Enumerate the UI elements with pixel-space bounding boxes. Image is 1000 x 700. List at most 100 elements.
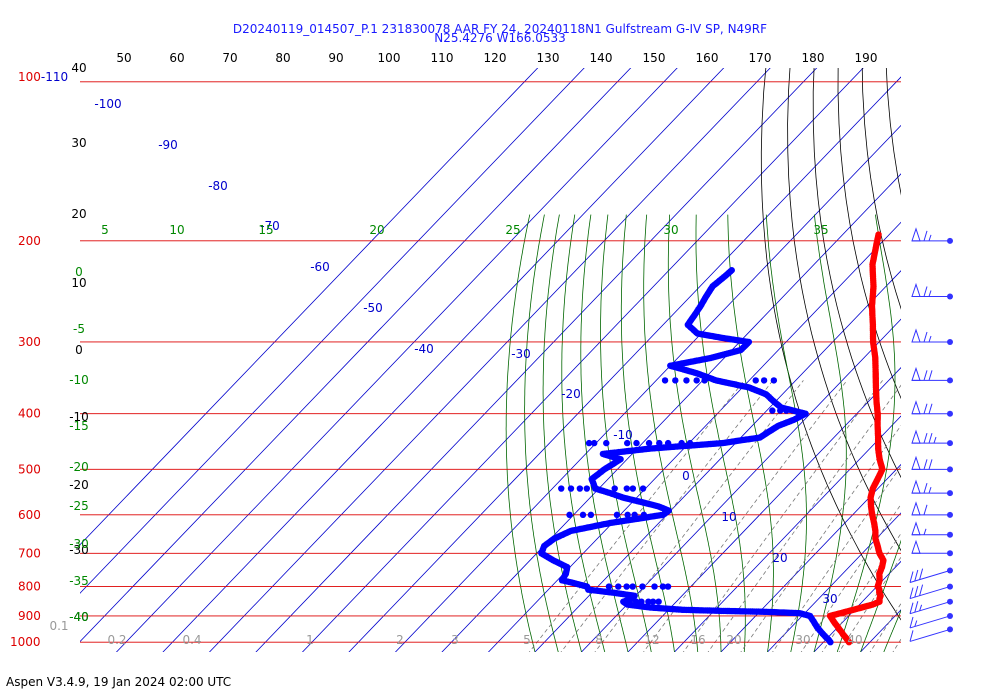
wind-barb-feather [923, 230, 928, 242]
moist-adiabat-left-label: -5 [73, 322, 85, 336]
wind-barb-flag [911, 227, 921, 242]
wind-barb-flag [911, 366, 921, 381]
mixing-ratio-line [643, 380, 848, 652]
dewpoint-point [645, 439, 653, 447]
wind-barb-feather [919, 584, 924, 596]
pressure-label: 400 [18, 407, 41, 421]
dewpoint-point [655, 598, 662, 605]
mixing-ratio-line [740, 424, 901, 652]
wind-barb-feather [914, 585, 919, 598]
dewpoint-point [664, 583, 672, 590]
dewpoint-point [567, 485, 575, 492]
wind-barb [911, 455, 953, 473]
wind-barb [911, 539, 953, 557]
isotherm-line [115, 68, 678, 652]
isotherm-line [487, 221, 901, 652]
wind-barb [911, 501, 953, 518]
wind-barb-feather [923, 286, 928, 297]
dewpoint-point [613, 511, 621, 519]
wind-barb [911, 400, 953, 417]
pressure-label: 900 [18, 609, 41, 623]
chart-title: D20240119_014507_P.1 231830078 AAR FY 24… [232, 22, 768, 36]
wind-barb-feather [909, 616, 914, 629]
dewpoint-point [576, 485, 584, 492]
dewpoint-point [645, 598, 652, 605]
wind-barb [911, 366, 953, 384]
dewpoint-point [661, 377, 669, 384]
isotherm-label: -40 [414, 342, 434, 356]
dewpoint-point [623, 583, 630, 590]
mixing-ratio-label: 1 [306, 633, 314, 647]
wind-barb-feather [928, 370, 933, 381]
dewpoint-point [629, 485, 637, 492]
wind-barb-feather [928, 459, 933, 470]
isotherm-line [534, 270, 901, 652]
dewpoint-point [605, 583, 613, 590]
isotherm-line [208, 68, 771, 652]
mixing-ratio-label: 8 [595, 633, 603, 647]
mixing-ratio-line [707, 384, 901, 652]
dewpoint-point [566, 511, 573, 519]
dewpoint-point [629, 583, 636, 590]
dewpoint-point [777, 407, 784, 414]
moist-adiabat-line [883, 609, 901, 652]
wind-barb-half-feather [923, 528, 927, 535]
isotherm-line [301, 68, 864, 652]
wind-barb [911, 227, 953, 244]
isotherm-line [348, 76, 901, 652]
wind-barb-flag [911, 400, 921, 415]
theta-label: 180 [802, 51, 825, 65]
moist-adiabat-left-label: -25 [69, 499, 89, 513]
moist-adiabat-left-label: -20 [69, 460, 89, 474]
isotherm-line [255, 68, 818, 652]
wind-barb-half-feather [928, 234, 932, 242]
left-temperature-label: -20 [69, 478, 89, 492]
wind-barb [909, 626, 953, 642]
wind-barb-feather [909, 602, 914, 614]
wind-barb-flag [911, 479, 921, 494]
theta-label: 160 [696, 51, 719, 65]
dewpoint-point [651, 583, 658, 590]
isotherm-label: -80 [208, 179, 228, 193]
mixing-ratio-label: 3 [451, 633, 459, 647]
pressure-label: 500 [18, 462, 41, 476]
wind-barb [911, 328, 953, 345]
pressure-label: 100-110 [18, 70, 68, 84]
sounding-profiles [538, 231, 887, 646]
mixing-ratio-label: 12 [644, 633, 659, 647]
mixing-ratio-label: 5 [523, 633, 531, 647]
mixing-ratio-label: 16 [690, 633, 705, 647]
isotherm-line [162, 68, 725, 652]
theta-label: 150 [643, 51, 666, 65]
moist-adiabat-line [667, 214, 722, 652]
wind-barb-flag [911, 539, 921, 554]
chart-grid-lines [80, 42, 1000, 666]
dry-adiabat-line [861, 68, 901, 310]
theta-label: 130 [537, 51, 560, 65]
pressure-label: 600 [18, 508, 41, 522]
dry-adiabat-line [812, 68, 901, 479]
theta-label: 140 [590, 51, 613, 65]
isotherm-label: -70 [260, 219, 280, 233]
moist-adiabat-left-label: 0 [75, 265, 83, 279]
moist-adiabat-line [907, 215, 1000, 652]
wind-barb-flag [911, 521, 921, 536]
moist-adiabat-label: 30 [663, 223, 678, 237]
dewpoint-point [633, 598, 640, 605]
isotherm-line [894, 42, 1000, 666]
theta-label: 70 [222, 51, 237, 65]
left-temperature-label: 40 [71, 61, 86, 75]
dewpoint-point [624, 511, 631, 519]
footer-text: Aspen V3.4.9, 19 Jan 2024 02:00 UTC [6, 675, 232, 689]
moist-adiabat-line [930, 215, 1000, 652]
dewpoint-point [686, 439, 694, 447]
wind-barb [911, 429, 953, 447]
theta-label: 80 [275, 51, 290, 65]
dewpoint-point [770, 377, 778, 384]
pressure-label: 300 [18, 335, 41, 349]
wind-barb-feather [909, 587, 914, 599]
isotherm-label: 20 [772, 551, 787, 565]
dewpoint-point [752, 377, 759, 384]
mixing-ratio-line [892, 638, 901, 652]
moist-adiabat-line [643, 214, 699, 652]
